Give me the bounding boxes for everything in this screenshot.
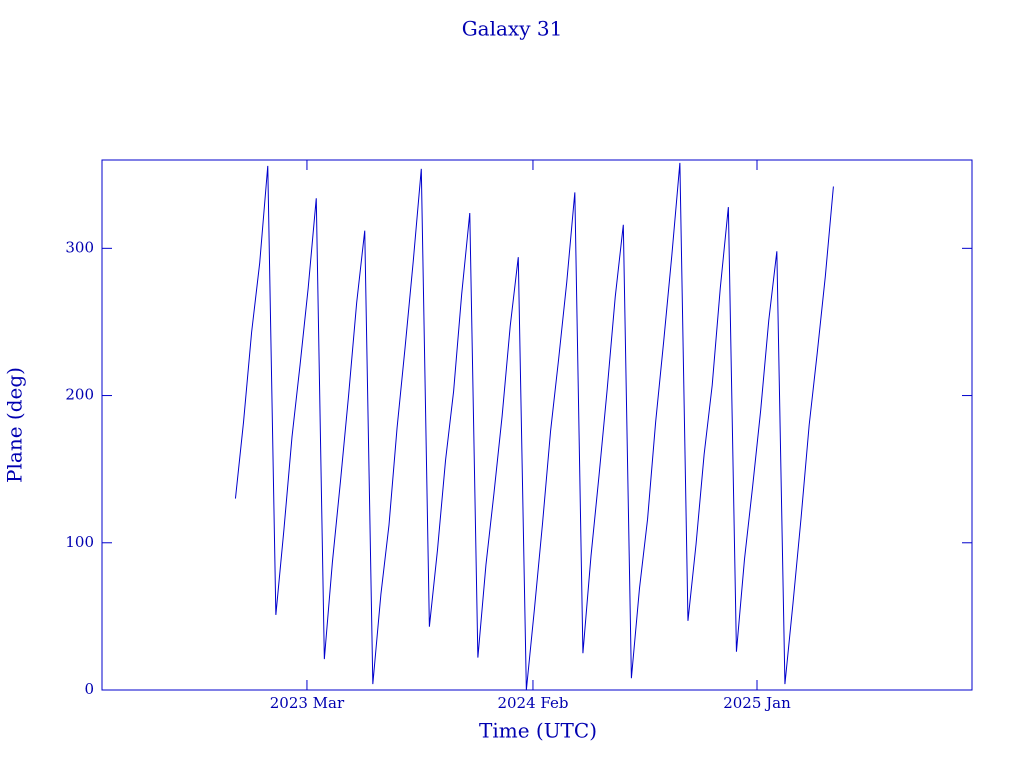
plot-frame [101, 159, 973, 691]
y-tick-label: 0 [84, 680, 94, 698]
y-tick-label: 100 [65, 533, 94, 551]
chart-title: Galaxy 31 [462, 17, 563, 41]
data-line [234, 162, 834, 691]
x-tick-label: 2023 Mar [270, 694, 345, 712]
x-axis-label: Time (UTC) [479, 719, 597, 743]
x-tick-label: 2025 Jan [723, 694, 791, 712]
y-tick-label: 300 [65, 238, 94, 256]
x-tick-label: 2024 Feb [497, 694, 568, 712]
y-axis-label: Plane (deg) [3, 367, 27, 483]
y-tick-label: 200 [65, 386, 94, 404]
